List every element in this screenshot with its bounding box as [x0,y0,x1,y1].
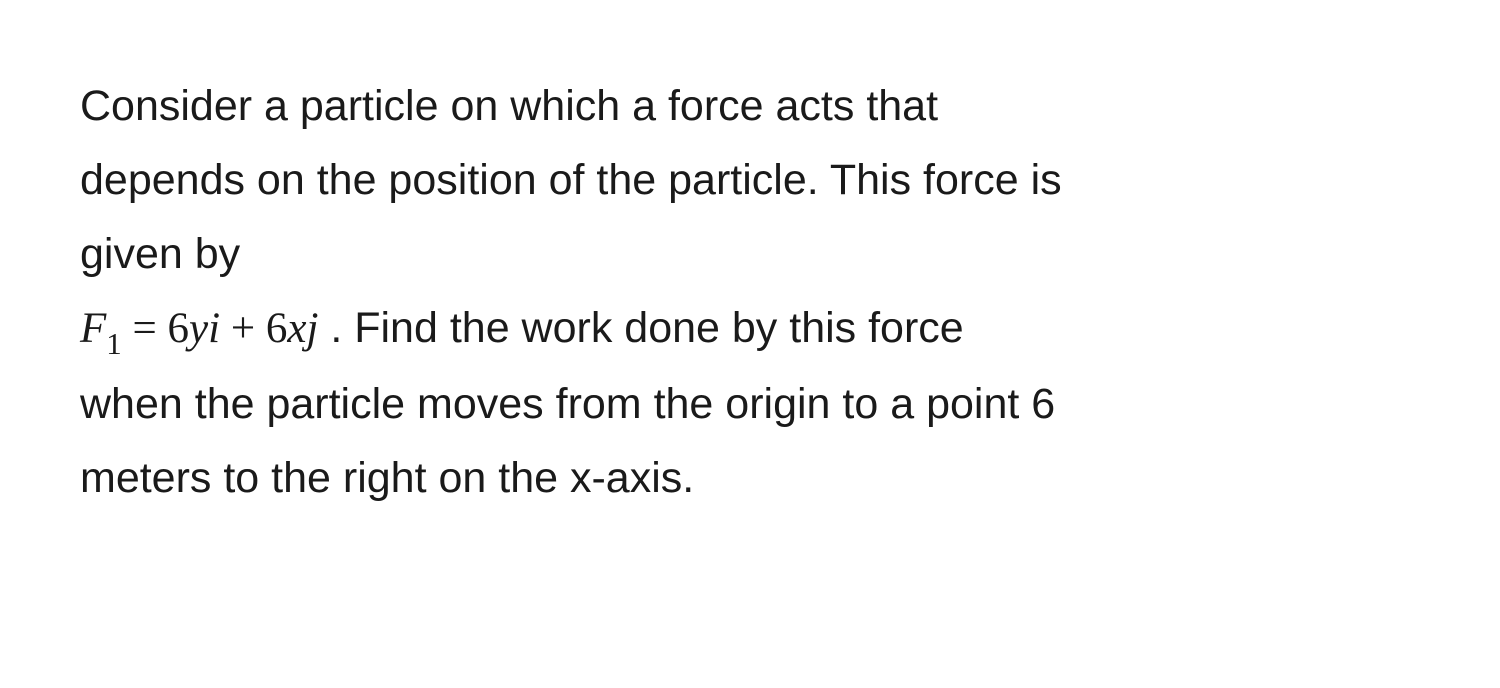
text-line-4-post: . Find the work done by this force [318,304,963,352]
formula-i: i [208,305,220,352]
problem-text: Consider a particle on which a force act… [80,70,1420,516]
formula-eq: = [122,305,168,352]
text-line-6: meters to the right on the x-axis. [80,454,694,502]
text-line-3: given by [80,230,240,278]
formula-plus: + [220,305,266,352]
text-line-2: depends on the position of the particle.… [80,156,1062,204]
formula-coef2: 6 [266,305,288,352]
formula-x: x [287,305,306,352]
formula: F1 = 6yi + 6xj [80,305,318,352]
formula-j: j [306,305,318,352]
text-line-1: Consider a particle on which a force act… [80,82,938,130]
formula-y: y [189,305,208,352]
formula-coef1: 6 [168,305,190,352]
text-line-5: when the particle moves from the origin … [80,380,1055,428]
formula-sub1: 1 [106,326,121,361]
formula-F: F [80,305,106,352]
